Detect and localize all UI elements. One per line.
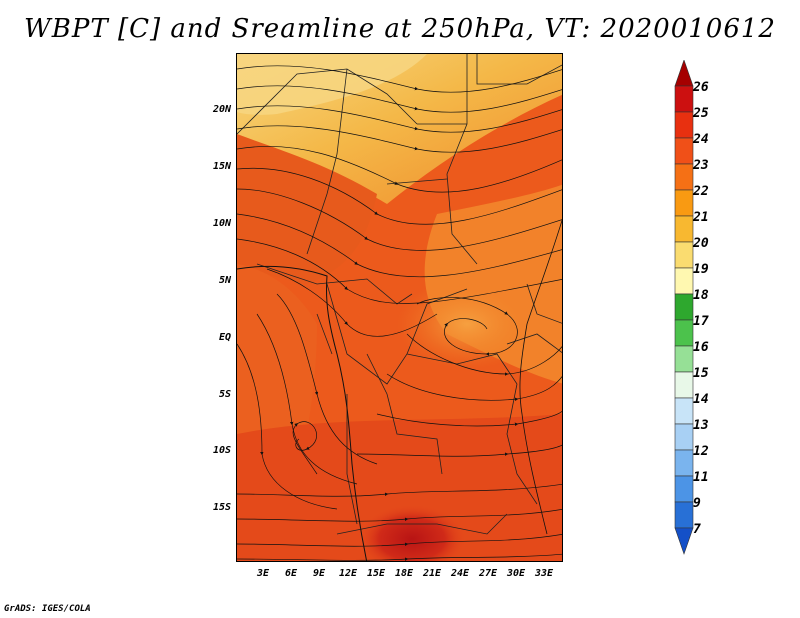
- colorbar-swatch: [674, 345, 694, 373]
- colorbar-label: 20: [693, 236, 709, 251]
- chart-title: WBPT [C] and Sreamline at 250hPa, VT: 20…: [24, 14, 776, 44]
- colorbar-swatch: [674, 475, 694, 503]
- lon-label: 18E: [395, 568, 414, 579]
- lon-label: 30E: [507, 568, 526, 579]
- colorbar-label: 25: [693, 106, 709, 121]
- lon-label: 27E: [479, 568, 498, 579]
- colorbar-label: 12: [693, 444, 709, 459]
- colorbar-swatch: [674, 163, 694, 191]
- colorbar-swatch: [674, 371, 694, 399]
- colorbar-label: 22: [693, 184, 709, 199]
- credit-text: GrADS: IGES/COLA: [4, 604, 91, 614]
- lon-label: 12E: [339, 568, 358, 579]
- lon-label: 9E: [313, 568, 326, 579]
- field-hotspot: [357, 504, 467, 561]
- wbpt-field: [237, 54, 562, 561]
- lon-label: 21E: [423, 568, 442, 579]
- colorbar-swatch: [674, 293, 694, 321]
- colorbar-label: 15: [693, 366, 709, 381]
- colorbar-label: 17: [693, 314, 709, 329]
- map-panel: [236, 53, 563, 562]
- colorbar-swatch: [674, 85, 694, 113]
- colorbar-label: 14: [693, 392, 709, 407]
- colorbar-swatch: [674, 111, 694, 139]
- colorbar: [674, 60, 694, 555]
- colorbar-swatch: [674, 241, 694, 269]
- colorbar-label: 23: [693, 158, 709, 173]
- colorbar-top-arrow: [674, 60, 694, 87]
- lon-label: 33E: [535, 568, 554, 579]
- colorbar-label: 11: [693, 470, 709, 485]
- colorbar-swatch: [674, 319, 694, 347]
- colorbar-label: 21: [693, 210, 709, 225]
- lat-label: 5N: [218, 275, 231, 286]
- colorbar-bottom-arrow: [674, 527, 694, 555]
- colorbar-swatch: [674, 215, 694, 243]
- lon-label: 15E: [367, 568, 386, 579]
- colorbar-label: 26: [693, 80, 709, 95]
- lat-label: 20N: [212, 104, 231, 115]
- lon-label: 3E: [257, 568, 270, 579]
- colorbar-label: 18: [693, 288, 709, 303]
- colorbar-swatch: [674, 501, 694, 529]
- colorbar-label: 7: [693, 522, 701, 537]
- lon-label: 6E: [285, 568, 298, 579]
- colorbar-swatch: [674, 267, 694, 295]
- lat-label: 10S: [212, 445, 231, 456]
- colorbar-label: 24: [693, 132, 709, 147]
- lat-label: 15S: [212, 502, 231, 513]
- colorbar-label: 16: [693, 340, 709, 355]
- colorbar-label: 9: [693, 496, 701, 511]
- colorbar-swatch: [674, 189, 694, 217]
- lon-label: 24E: [451, 568, 470, 579]
- colorbar-label: 13: [693, 418, 709, 433]
- colorbar-swatch: [674, 423, 694, 451]
- colorbar-label: 19: [693, 262, 709, 277]
- colorbar-swatch: [674, 449, 694, 477]
- lat-label: EQ: [218, 332, 231, 343]
- colorbar-swatch: [674, 397, 694, 425]
- streamlines: [237, 65, 562, 561]
- lat-label: 15N: [212, 161, 231, 172]
- lat-label: 10N: [212, 218, 231, 229]
- lat-label: 5S: [218, 389, 231, 400]
- colorbar-swatch: [674, 137, 694, 165]
